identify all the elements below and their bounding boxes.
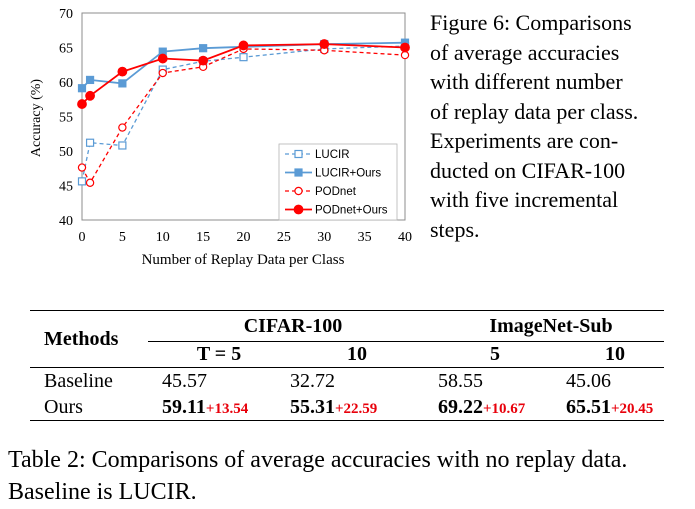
cifar-header: CIFAR-100 — [148, 310, 424, 342]
legend-marker — [294, 186, 303, 196]
table-cell: 59.11+13.54 — [148, 394, 276, 421]
legend-marker — [293, 204, 304, 215]
data-point — [199, 44, 208, 53]
cell-delta: +13.54 — [205, 400, 249, 417]
imagenet-subheader: 10 — [552, 341, 664, 368]
data-point — [85, 75, 95, 85]
cell-value: 55.31 — [290, 395, 335, 418]
y-tick-label: 50 — [59, 145, 73, 160]
x-axis-label: Number of Replay Data per Class — [142, 252, 345, 268]
data-point — [85, 138, 95, 147]
row-method: Baseline — [44, 369, 113, 392]
x-tick-label: 30 — [317, 230, 331, 245]
cell-delta: +20.45 — [611, 400, 654, 417]
x-tick-label: 10 — [156, 230, 170, 245]
table-cell: 45.57 — [162, 369, 207, 392]
legend-marker — [294, 149, 303, 159]
data-point — [118, 123, 127, 132]
cell-value: 65.51 — [566, 395, 611, 418]
data-point — [77, 99, 87, 109]
x-tick-label: 5 — [119, 230, 126, 245]
series-line — [81, 43, 406, 105]
imagenet-header: ImageNet-Sub — [424, 310, 664, 342]
figure-caption-line: ducted on CIFAR-100 — [430, 157, 626, 183]
data-point — [77, 177, 87, 186]
table-caption: Table 2: Comparisons of average accuraci… — [8, 447, 628, 505]
data-point — [400, 50, 410, 60]
figure-caption-line: of replay data per class. — [430, 98, 639, 124]
series-layer — [77, 38, 410, 187]
y-tick-label: 55 — [59, 111, 73, 126]
data-point — [198, 55, 209, 66]
x-tick-label: 40 — [398, 230, 412, 245]
figure-caption-line: Experiments are con- — [430, 128, 619, 153]
imagenet-subheader: 5 — [424, 341, 552, 368]
figure-caption-line: steps. — [430, 216, 480, 242]
data-point — [77, 163, 87, 172]
x-axis-ticks: 0 5 10 15 20 25 30 35 40 — [79, 230, 413, 245]
cell-value: 59.11 — [162, 395, 206, 418]
plot-frame — [81, 12, 406, 221]
data-point — [319, 39, 330, 49]
y-axis-ticks: 40 45 50 55 60 65 70 — [59, 7, 73, 229]
data-point — [117, 66, 128, 77]
data-point — [118, 141, 127, 150]
data-point — [77, 84, 87, 93]
legend-label: LUCIR — [315, 149, 350, 161]
y-tick-label: 70 — [59, 7, 73, 22]
data-point — [85, 178, 95, 187]
series-line — [81, 45, 406, 182]
y-axis-label: Accuracy (%) — [29, 79, 44, 157]
table-cell: 45.06 — [566, 369, 611, 392]
table-cell: 55.31+22.59 — [276, 394, 424, 421]
cell-value: 69.22 — [438, 395, 483, 418]
data-point — [400, 42, 410, 53]
figure-caption: Figure 6: Comparisons of average accurac… — [430, 8, 688, 244]
line-chart: 40 45 50 55 60 65 70 0 5 10 15 20 25 30 35 40 Accuracy… — [29, 7, 413, 268]
methods-header: Methods — [30, 310, 148, 368]
cell-delta: +22.59 — [335, 400, 378, 417]
x-tick-label: 25 — [277, 230, 291, 245]
series-podnet-ours — [77, 39, 410, 109]
table-cell: 69.22+10.67 — [424, 394, 552, 421]
legend-label: LUCIR+Ours — [315, 168, 381, 180]
x-tick-label: 20 — [237, 230, 251, 245]
data-point — [157, 53, 168, 64]
series-line — [81, 48, 406, 185]
x-tick-label: 15 — [196, 230, 210, 245]
figure-caption-line: of average accuracies — [430, 39, 620, 65]
x-tick-label: 0 — [79, 230, 86, 245]
table-cell: 32.72 — [290, 369, 335, 392]
data-point — [85, 90, 95, 101]
data-point — [238, 40, 249, 51]
data-point — [158, 68, 167, 78]
cifar-subheader: T = 5 — [148, 341, 276, 368]
y-tick-label: 60 — [59, 76, 73, 91]
cifar-subheader: 10 — [276, 341, 424, 368]
legend-marker — [294, 168, 303, 177]
data-point — [118, 79, 127, 88]
data-point — [239, 53, 248, 62]
cell-delta: +10.67 — [483, 400, 526, 417]
results-table: Methods CIFAR-100 ImageNet-Sub T = 5 10 … — [30, 310, 664, 421]
legend-label: PODnet — [315, 186, 357, 198]
y-tick-label: 40 — [59, 214, 73, 229]
y-tick-label: 65 — [59, 42, 73, 57]
x-tick-label: 35 — [358, 230, 372, 245]
y-tick-label: 45 — [59, 180, 73, 195]
legend-label: PODnet+Ours — [315, 205, 388, 217]
row-method: Ours — [30, 394, 148, 421]
legend: LUCIR LUCIR+Ours PODnet PODnet+Ours — [278, 143, 398, 221]
table-cell: 58.55 — [438, 369, 483, 392]
table-cell: 65.51+20.45 — [552, 394, 664, 421]
figure-caption-line: Figure 6: Comparisons — [430, 10, 632, 35]
figure-caption-line: with different number — [430, 69, 623, 94]
figure-caption-line: with five incremental — [430, 187, 619, 212]
